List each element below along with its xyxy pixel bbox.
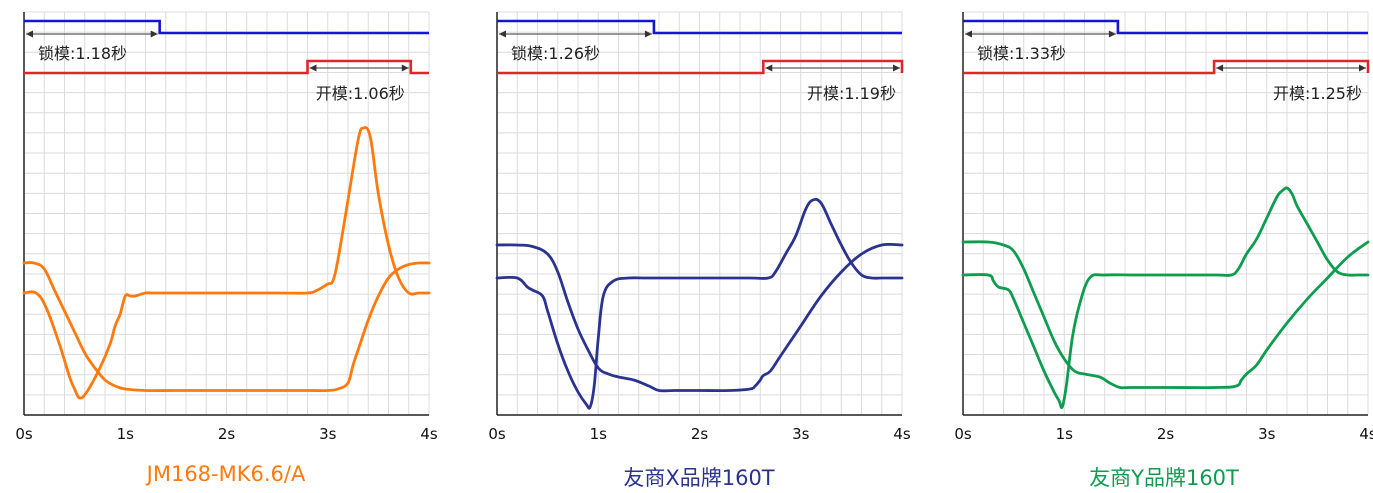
open-signal-line	[24, 59, 429, 75]
chart-title-brand-x: 友商X品牌160T	[623, 466, 775, 490]
x-tick-label: 0s	[15, 425, 33, 443]
open-time-label: 开模:1.25秒	[1273, 84, 1362, 103]
x-tick-label: 1s	[590, 425, 608, 443]
open-signal-line	[497, 59, 904, 75]
open-arrow-head-right	[893, 64, 900, 72]
x-tick-label: 1s	[117, 425, 135, 443]
clamp-signal-line	[963, 19, 1368, 35]
clamp-arrow-head-right	[1108, 30, 1116, 38]
data-series-line-1	[22, 126, 431, 400]
clamp-time-label: 锁模:1.18秒	[38, 44, 127, 63]
data-series-line-1	[961, 186, 1370, 410]
x-tick-label: 4s	[420, 425, 438, 443]
chart-title-jm168: JM168-MK6.6/A	[146, 462, 306, 486]
x-tick-label: 0s	[488, 425, 506, 443]
clamp-time-label: 锁模:1.26秒	[511, 44, 600, 63]
clamp-arrow-head-left	[26, 30, 33, 38]
x-tick-label: 2s	[1157, 425, 1175, 443]
open-arrow-head-right	[401, 64, 409, 72]
x-tick-label: 3s	[1258, 425, 1276, 443]
clamp-arrow-head-right	[150, 30, 158, 38]
open-arrow-head-right	[1359, 64, 1366, 72]
clamp-time-label: 锁模:1.33秒	[977, 44, 1066, 63]
x-tick-label: 2s	[218, 425, 236, 443]
x-tick-label: 0s	[954, 425, 972, 443]
clamp-arrow-head-left	[499, 30, 506, 38]
x-tick-label: 3s	[792, 425, 810, 443]
clamp-signal-line	[24, 19, 429, 35]
x-tick-label: 1s	[1056, 425, 1074, 443]
x-tick-label: 4s	[893, 425, 911, 443]
clamp-arrow-head-left	[965, 30, 972, 38]
x-tick-label: 3s	[319, 425, 337, 443]
clamp-arrow-head-right	[644, 30, 652, 38]
clamp-signal-line	[497, 19, 902, 35]
data-series-line-2	[495, 242, 904, 393]
open-arrow-head-left	[309, 64, 317, 72]
x-tick-label: 2s	[691, 425, 709, 443]
open-arrow-head-left	[765, 64, 773, 72]
data-series-line-1	[495, 197, 904, 410]
open-time-label: 开模:1.06秒	[316, 84, 405, 103]
data-series-line-2	[22, 261, 431, 393]
x-tick-label: 4s	[1359, 425, 1373, 443]
open-arrow-head-left	[1216, 64, 1224, 72]
chart-title-brand-y: 友商Y品牌160T	[1089, 466, 1239, 490]
open-time-label: 开模:1.19秒	[807, 84, 896, 103]
open-signal-line	[963, 59, 1370, 75]
data-series-line-2	[961, 240, 1370, 390]
